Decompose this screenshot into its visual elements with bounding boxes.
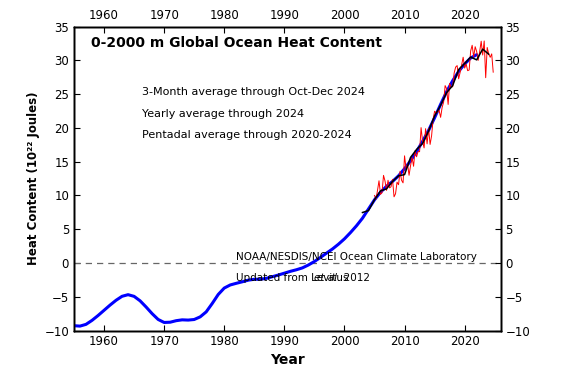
Text: Pentadal average through 2020-2024: Pentadal average through 2020-2024 [142, 130, 352, 140]
Text: Updated from Levitus: Updated from Levitus [236, 273, 352, 283]
Text: NOAA/NESDIS/NCEI Ocean Climate Laboratory: NOAA/NESDIS/NCEI Ocean Climate Laborator… [236, 252, 477, 261]
Text: Yearly average through 2024: Yearly average through 2024 [142, 109, 304, 119]
Text: 3-Month average through Oct-Dec 2024: 3-Month average through Oct-Dec 2024 [142, 87, 365, 97]
Text: 0-2000 m Global Ocean Heat Content: 0-2000 m Global Ocean Heat Content [91, 36, 382, 50]
Text: . 2012: . 2012 [337, 273, 370, 283]
Text: et al: et al [314, 273, 337, 283]
Y-axis label: Heat Content (10²² Joules): Heat Content (10²² Joules) [27, 92, 40, 265]
X-axis label: Year: Year [270, 353, 305, 367]
